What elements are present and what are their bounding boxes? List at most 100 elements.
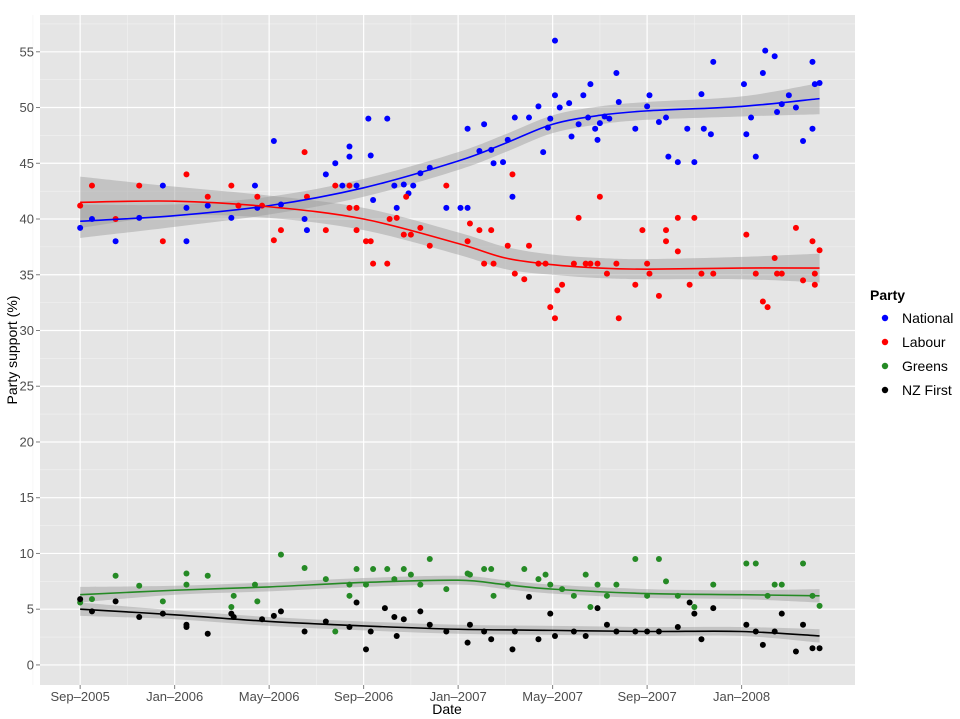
labour-point — [521, 276, 528, 283]
labour-point — [426, 242, 433, 249]
greens-point — [353, 566, 360, 573]
greens-point — [542, 571, 549, 578]
greens-point — [613, 581, 620, 588]
national-point — [743, 131, 750, 138]
national-point — [596, 120, 603, 127]
nz-first-point — [363, 646, 369, 653]
national-point — [410, 182, 417, 189]
y-tick-label: 15 — [20, 490, 34, 505]
national-point — [774, 108, 781, 115]
legend-title: Party — [870, 287, 905, 303]
national-point — [566, 100, 573, 107]
national-point — [270, 137, 277, 144]
national-point — [481, 121, 488, 128]
labour-point — [393, 214, 400, 221]
labour-point — [655, 292, 662, 299]
nz-first-point — [698, 636, 705, 643]
nz-first-point — [743, 621, 750, 628]
labour-point — [596, 193, 603, 200]
greens-point — [632, 556, 639, 563]
labour-point — [554, 287, 561, 294]
legend-key-labour — [881, 338, 889, 346]
nz-first-point — [353, 599, 360, 606]
labour-point — [570, 260, 577, 267]
x-tick-label: Jan–2006 — [146, 689, 203, 704]
greens-point — [183, 570, 190, 577]
national-point — [400, 181, 407, 188]
national-point — [785, 92, 792, 99]
legend-label-greens: Greens — [902, 358, 948, 374]
national-point — [183, 204, 190, 211]
national-point — [684, 125, 691, 132]
labour-point — [464, 238, 471, 245]
y-tick-label: 50 — [20, 100, 34, 115]
y-tick-label: 40 — [20, 212, 34, 227]
nz-first-point — [466, 621, 473, 628]
x-tick-label: Jan–2008 — [713, 689, 770, 704]
greens-point — [594, 581, 601, 588]
labour-point — [270, 237, 277, 244]
national-point — [535, 103, 542, 110]
y-tick-label: 5 — [27, 602, 34, 617]
nz-first-point — [691, 610, 698, 617]
national-point — [526, 114, 532, 121]
nz-first-point — [509, 646, 516, 653]
labour-point — [322, 227, 329, 234]
y-tick-label: 30 — [20, 323, 34, 338]
labour-point — [752, 270, 759, 277]
labour-point — [511, 270, 518, 277]
nz-first-point — [594, 605, 601, 612]
labour-point — [353, 204, 360, 211]
nz-first-point — [816, 645, 823, 652]
y-tick-label: 45 — [20, 156, 34, 171]
nz-first-point — [270, 612, 277, 619]
y-tick-label: 10 — [20, 546, 34, 561]
labour-point — [443, 182, 450, 189]
greens-point — [603, 592, 610, 599]
greens-point — [443, 586, 450, 593]
greens-smooth-line — [80, 579, 820, 597]
national-point — [809, 125, 816, 132]
labour-point — [481, 260, 488, 267]
labour-point — [800, 277, 807, 284]
national-point — [346, 143, 353, 150]
nz-first-point — [426, 621, 433, 628]
national-point — [391, 182, 398, 189]
labour-point — [613, 260, 620, 267]
labour-point — [88, 182, 95, 189]
labour-confidence-band — [80, 176, 820, 283]
nz-first-point — [535, 636, 542, 643]
labour-point — [615, 315, 622, 322]
x-tick-label: Sep–2006 — [334, 689, 393, 704]
labour-point — [504, 242, 511, 249]
national-point — [509, 193, 516, 200]
labour-point — [386, 216, 393, 223]
national-point — [443, 204, 450, 211]
nz-first-point — [674, 624, 681, 631]
legend-label-nz-first: NZ First — [902, 382, 952, 398]
greens-point — [417, 581, 424, 588]
nz-first-point — [547, 610, 554, 617]
greens-point — [332, 628, 339, 635]
labour-point — [346, 182, 353, 189]
labour-point — [301, 149, 308, 156]
national-point — [511, 114, 518, 121]
nz-first-point — [443, 628, 450, 635]
labour-point — [136, 182, 143, 189]
labour-point — [254, 193, 261, 200]
y-tick-label: 20 — [20, 434, 34, 449]
gridlines — [32, 15, 855, 685]
labour-point — [743, 231, 750, 238]
national-point — [500, 159, 507, 166]
greens-point — [800, 560, 807, 567]
labour-point — [204, 193, 211, 200]
nz-first-point — [112, 598, 119, 605]
nz-first-point — [759, 641, 766, 648]
labour-point — [490, 260, 497, 267]
labour-point — [759, 298, 766, 305]
labour-point — [551, 315, 558, 322]
labour-point — [644, 260, 651, 267]
national-point — [615, 98, 622, 105]
greens-point — [346, 592, 353, 599]
x-tick-label: May–2006 — [239, 689, 300, 704]
